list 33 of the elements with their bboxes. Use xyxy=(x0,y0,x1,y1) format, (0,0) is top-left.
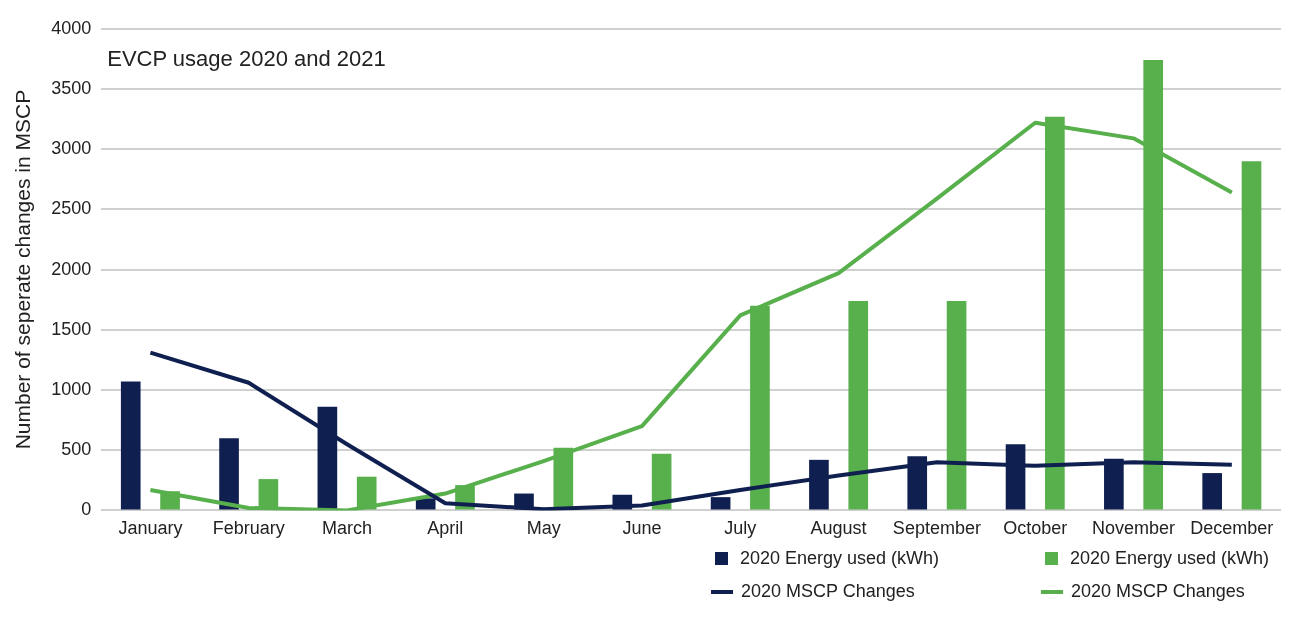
y-tick-label: 500 xyxy=(61,439,92,460)
bar xyxy=(946,300,967,510)
legend-label: 2020 MSCP Changes xyxy=(1071,581,1245,602)
x-tick-label: March xyxy=(322,518,373,539)
x-tick-label: April xyxy=(427,518,464,539)
bar xyxy=(219,438,239,510)
y-tick-label: 4000 xyxy=(51,17,92,38)
y-tick-label: 0 xyxy=(81,499,92,520)
x-tick-label: November xyxy=(1092,518,1176,539)
x-tick-label: October xyxy=(1003,518,1068,539)
x-tick-label: July xyxy=(724,518,757,539)
legend-label: 2020 Energy used (kWh) xyxy=(1070,548,1270,569)
x-tick-label: August xyxy=(810,518,867,539)
bar xyxy=(848,300,869,510)
x-tick-label: December xyxy=(1190,518,1274,539)
y-tick-label: 1500 xyxy=(51,318,92,339)
x-tick-label: June xyxy=(622,518,662,539)
x-tick-label: February xyxy=(212,518,285,539)
x-tick-label: May xyxy=(526,518,561,539)
x-tick-label: January xyxy=(118,518,183,539)
legend-label: 2020 MSCP Changes xyxy=(741,581,915,602)
y-tick-label: 3500 xyxy=(51,77,92,98)
y-tick-label: 2000 xyxy=(51,258,92,279)
legend-label: 2020 Energy used (kWh) xyxy=(740,548,940,569)
y-tick-label: 2500 xyxy=(51,198,92,219)
bar xyxy=(120,381,141,510)
x-tick-label: September xyxy=(892,518,981,539)
y-tick-label: 1000 xyxy=(51,378,92,399)
y-axis-title: Number of seperate changes in MSCP xyxy=(11,89,35,450)
text: EVCP usage 2020 and 2021 xyxy=(107,45,386,71)
y-tick-label: 3000 xyxy=(51,138,92,159)
bar xyxy=(1241,161,1262,510)
bar xyxy=(1202,473,1223,510)
